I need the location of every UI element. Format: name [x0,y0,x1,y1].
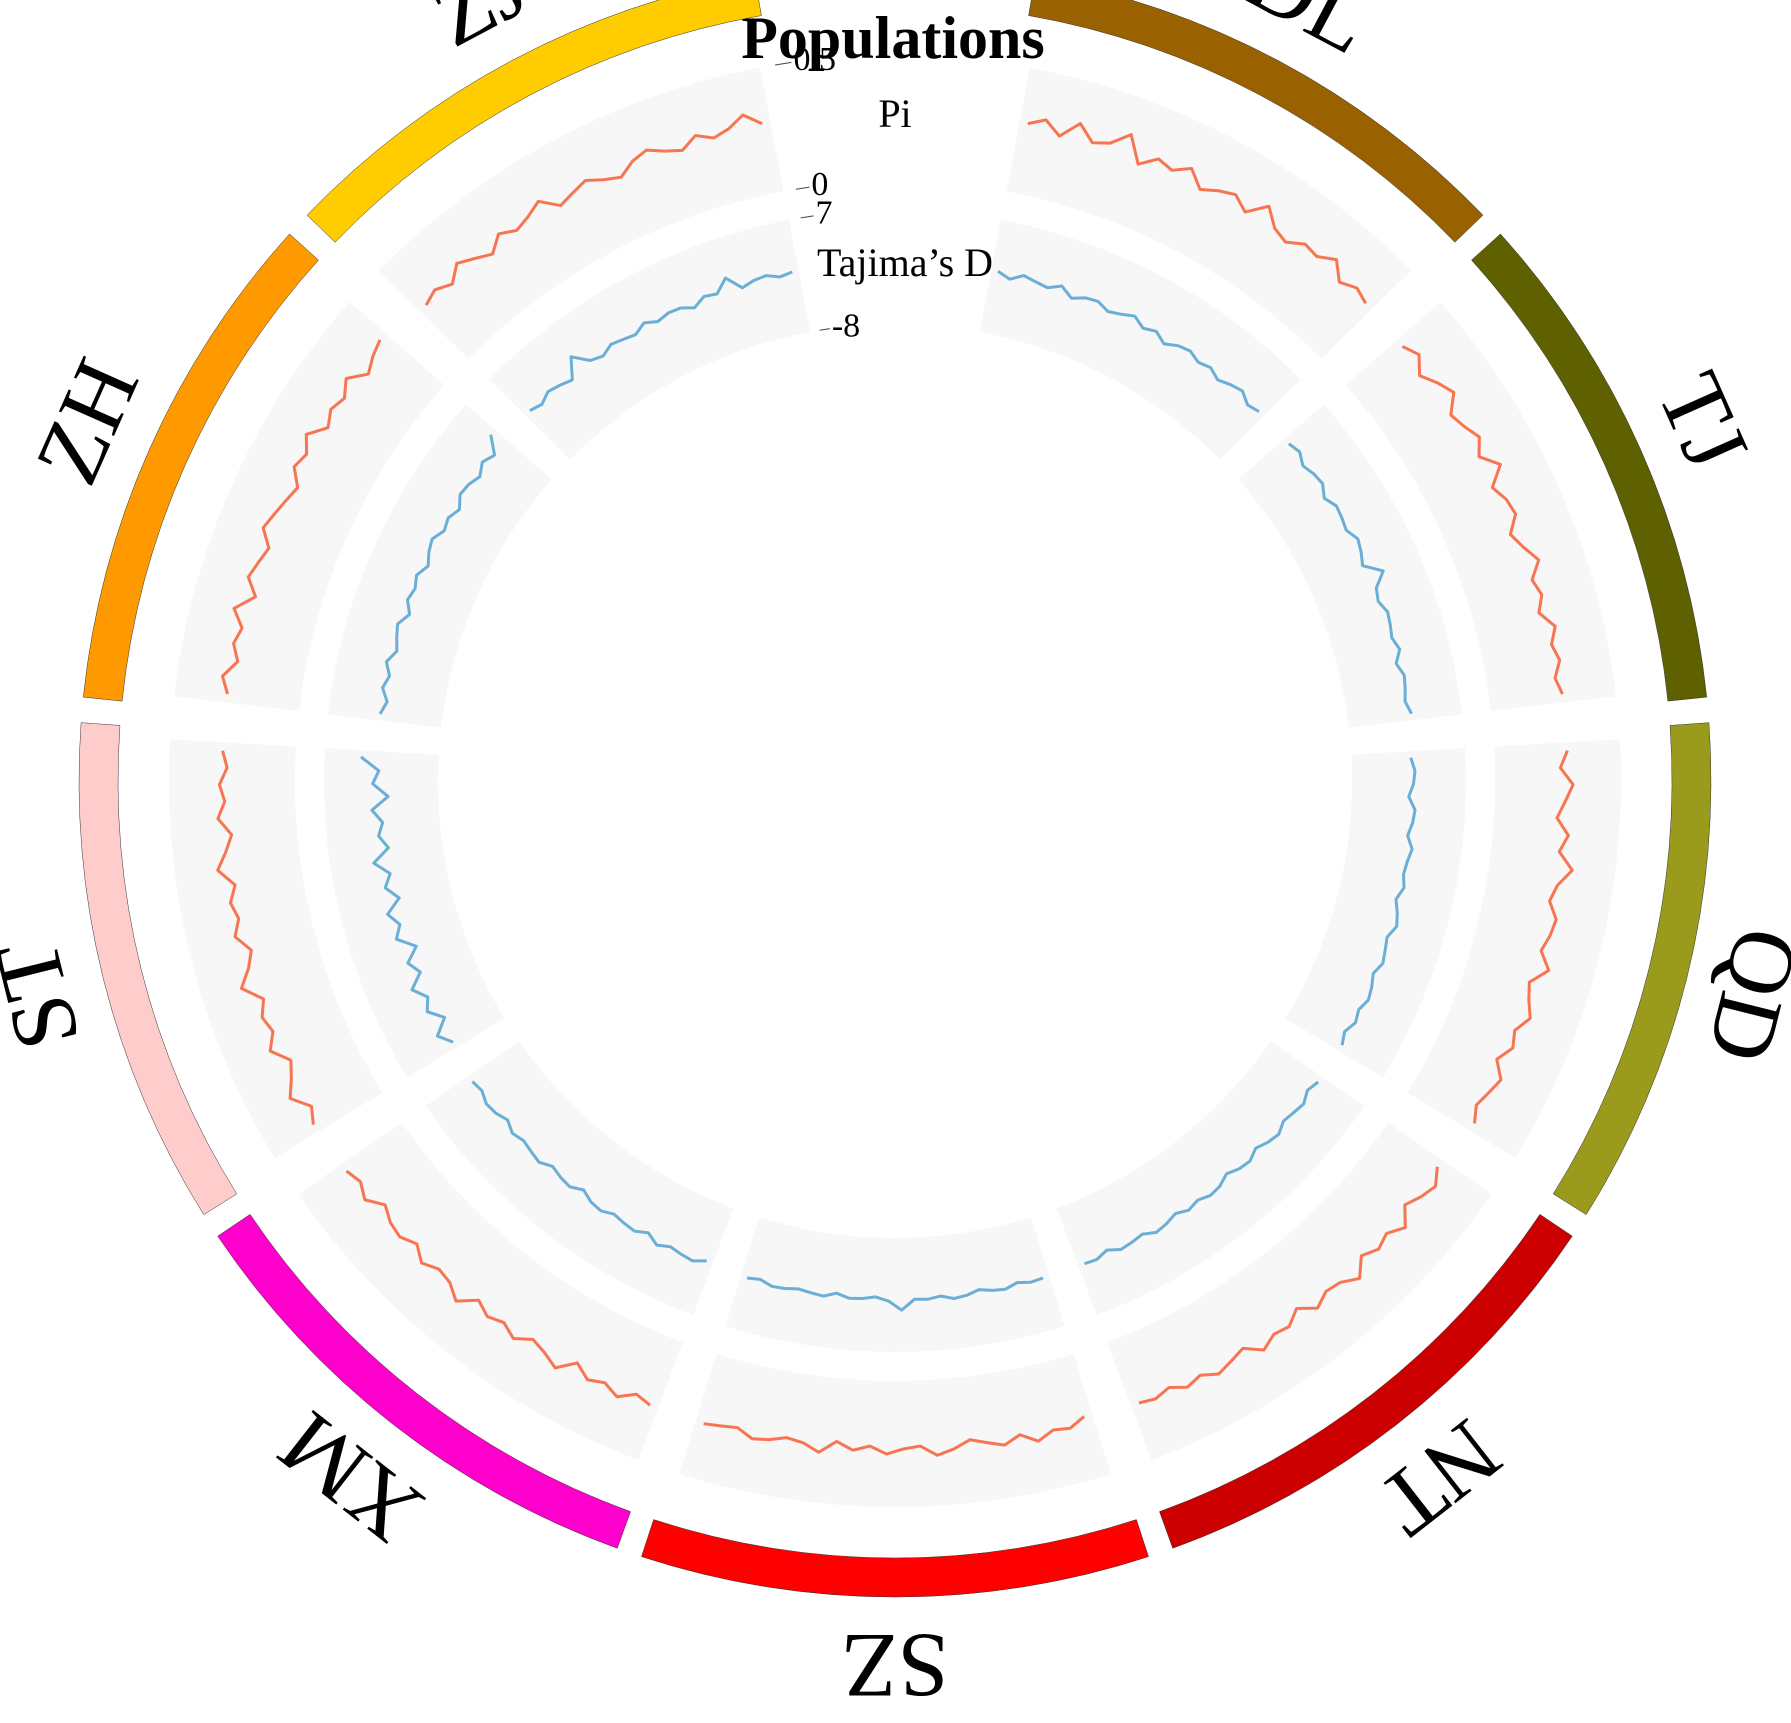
track-background [1238,404,1463,728]
track-line [1138,1166,1439,1405]
track-line [1287,442,1413,715]
population-segment [83,233,319,702]
population-segment [1471,233,1707,702]
track-background [168,739,383,1159]
track-background [979,219,1301,460]
track-line [1401,345,1564,695]
track-label: Tajima’s D [817,240,993,285]
population-label: QD [1688,918,1791,1072]
track-background [173,301,445,711]
tick-label: 0.5 [793,41,836,78]
track-background [378,67,784,359]
population-segment [1159,1214,1573,1549]
population-segment [217,1214,631,1549]
track-background [1056,1041,1365,1316]
track-line [529,270,793,412]
track-line [1083,1080,1320,1266]
population-label: SZ [841,1615,948,1717]
population-segment [306,0,762,243]
tick-mark [819,328,830,331]
population-segment [1552,722,1712,1215]
track-line [1472,750,1575,1124]
track-background [1407,739,1621,1159]
track-line [746,1276,1044,1312]
track-line [220,339,382,695]
track-line [1027,118,1367,305]
track-background [1285,748,1466,1078]
track-line [1340,757,1417,1046]
tick-mark [775,61,792,66]
tick-mark [800,215,814,219]
track-line [424,113,763,306]
track-label: Pi [878,91,911,136]
track-line [997,269,1260,413]
track-line [471,1080,707,1263]
track-line [345,1169,652,1407]
track-background [679,1353,1111,1508]
tick-mark [795,186,810,190]
track-line [703,1415,1086,1457]
track-background [1345,301,1617,711]
track-background [425,1041,734,1316]
track-background [324,748,505,1078]
track-background [725,1217,1065,1352]
population-segment [78,722,238,1215]
population-segment [641,1519,1149,1598]
track-line [216,750,315,1125]
population-label: ST [0,931,99,1060]
track-background [327,404,552,728]
tick-label: -8 [832,307,860,344]
track-line [360,755,454,1044]
tick-label: 7 [816,195,833,232]
track-line [378,434,497,715]
chart-title: Populations [741,5,1044,71]
tick-label: 0 [811,166,828,203]
population-label: ZH [15,344,158,498]
track-background [1006,67,1412,359]
population-segment [1028,0,1484,243]
population-label: TJ [1638,358,1769,484]
